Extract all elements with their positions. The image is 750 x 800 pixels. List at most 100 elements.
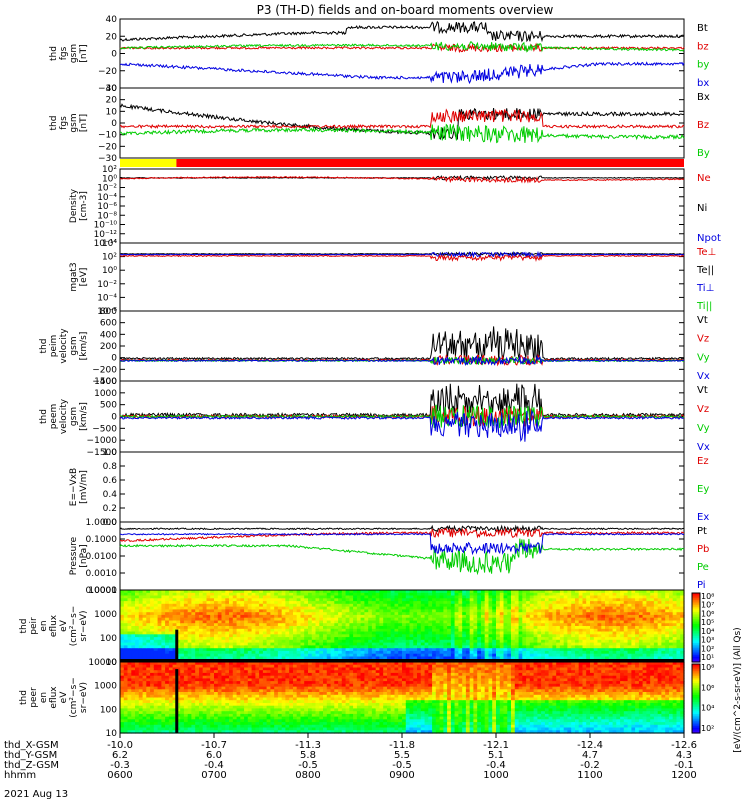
heatmap-cell [232, 656, 238, 660]
heatmap-cell [217, 730, 223, 734]
heatmap-cell [458, 590, 463, 594]
heatmap-cell [330, 620, 335, 624]
heatmap-cell [623, 601, 629, 605]
heatmap-cell [296, 614, 302, 619]
heatmap-cell [473, 645, 478, 649]
y-tick-label: 1000 [94, 610, 117, 620]
heatmap-cell [368, 614, 373, 619]
heatmap-cell [578, 617, 584, 622]
heatmap-cell [229, 675, 234, 679]
heatmap-cell [575, 648, 580, 652]
heatmap-cell [522, 612, 527, 616]
heatmap-cell [473, 614, 478, 619]
heatmap-cell [210, 667, 215, 671]
heatmap-cell [601, 631, 606, 635]
heatmap-cell [368, 612, 373, 616]
heatmap-cell [334, 592, 339, 597]
heatmap-cell [571, 637, 576, 641]
heatmap-cell [142, 681, 147, 685]
heatmap-cell [274, 590, 279, 594]
heatmap-cell [541, 648, 546, 652]
heatmap-cell [165, 653, 170, 658]
heatmap-cell [620, 637, 625, 641]
heatmap-cell [420, 626, 426, 630]
heatmap-cell [646, 598, 651, 602]
heatmap-cell [191, 601, 196, 605]
heatmap-cell [221, 595, 226, 599]
heatmap-cell [153, 711, 159, 715]
heatmap-cell [646, 639, 651, 644]
heatmap-cell [123, 672, 129, 677]
heatmap-cell [616, 631, 621, 635]
heatmap-cell [680, 617, 685, 622]
heatmap-cell [202, 645, 208, 649]
heatmap-cell [330, 601, 335, 605]
heatmap-cell [157, 617, 162, 622]
heatmap-cell [165, 592, 170, 597]
heatmap-cell [326, 590, 332, 594]
heatmap-cell [601, 601, 606, 605]
heatmap-cell [183, 719, 189, 723]
heatmap-cell [199, 609, 204, 613]
heatmap-cell [259, 595, 264, 599]
heatmap-cell [608, 598, 614, 602]
heatmap-cell [334, 598, 339, 602]
heatmap-cell [161, 614, 166, 619]
heatmap-cell [642, 656, 647, 660]
heatmap-cell [368, 606, 373, 610]
heatmap-cell [202, 614, 208, 619]
heatmap-cell [586, 617, 591, 622]
heatmap-cell [168, 634, 174, 638]
y-tick-label: 10⁻⁸ [97, 211, 117, 221]
heatmap-cell [631, 656, 636, 660]
heatmap-cell [153, 686, 159, 690]
heatmap-cell [544, 606, 550, 610]
heatmap-cell [289, 598, 294, 602]
heatmap-cell [191, 595, 196, 599]
heatmap-cell [676, 609, 681, 613]
heatmap-cell [484, 592, 490, 597]
heatmap-cell [323, 595, 328, 599]
heatmap-cell [360, 650, 365, 655]
heatmap-cell [669, 623, 674, 627]
heatmap-cell [315, 595, 320, 599]
heatmap-cell [157, 650, 162, 655]
heatmap-cell [229, 603, 234, 608]
heatmap-cell [123, 670, 129, 674]
heatmap-cell [383, 631, 388, 635]
heatmap-cell [465, 653, 471, 658]
heatmap-cell [281, 590, 287, 594]
heatmap-cell [142, 713, 147, 718]
heatmap-cell [341, 634, 347, 638]
heatmap-cell [142, 639, 147, 644]
heatmap-cell [537, 631, 542, 635]
heatmap-cell [450, 628, 456, 633]
heatmap-cell [394, 650, 399, 655]
heatmap-cell [484, 617, 490, 622]
legend-ey: Ey [697, 484, 709, 495]
heatmap-cell [360, 634, 365, 638]
panel-density: 10²10⁰10⁻²10⁻⁴10⁻⁶10⁻⁸10⁻¹⁰10⁻¹²10⁻¹⁴Den… [69, 165, 721, 249]
heatmap-cell [360, 592, 365, 597]
heatmap-cell [571, 653, 576, 658]
heatmap-cell [285, 631, 290, 635]
heatmap-cell [443, 648, 448, 652]
heatmap-cell [229, 609, 234, 613]
heatmap-cell [623, 595, 629, 599]
heatmap-cell [157, 670, 162, 674]
heatmap-cell [127, 672, 132, 677]
heatmap-cell [161, 634, 166, 638]
heatmap-cell [210, 730, 215, 734]
heatmap-cell [680, 590, 685, 594]
heatmap-cell [559, 595, 565, 599]
heatmap-cell [612, 653, 617, 658]
heatmap-cell [247, 653, 253, 658]
heatmap-cell [665, 603, 670, 608]
heatmap-cell [582, 648, 587, 652]
heatmap-cell [443, 639, 448, 644]
heatmap-cell [503, 603, 508, 608]
heatmap-cell [255, 595, 260, 599]
heatmap-cell [368, 609, 373, 613]
heatmap-cell [638, 609, 644, 613]
heatmap-cell [127, 705, 132, 709]
